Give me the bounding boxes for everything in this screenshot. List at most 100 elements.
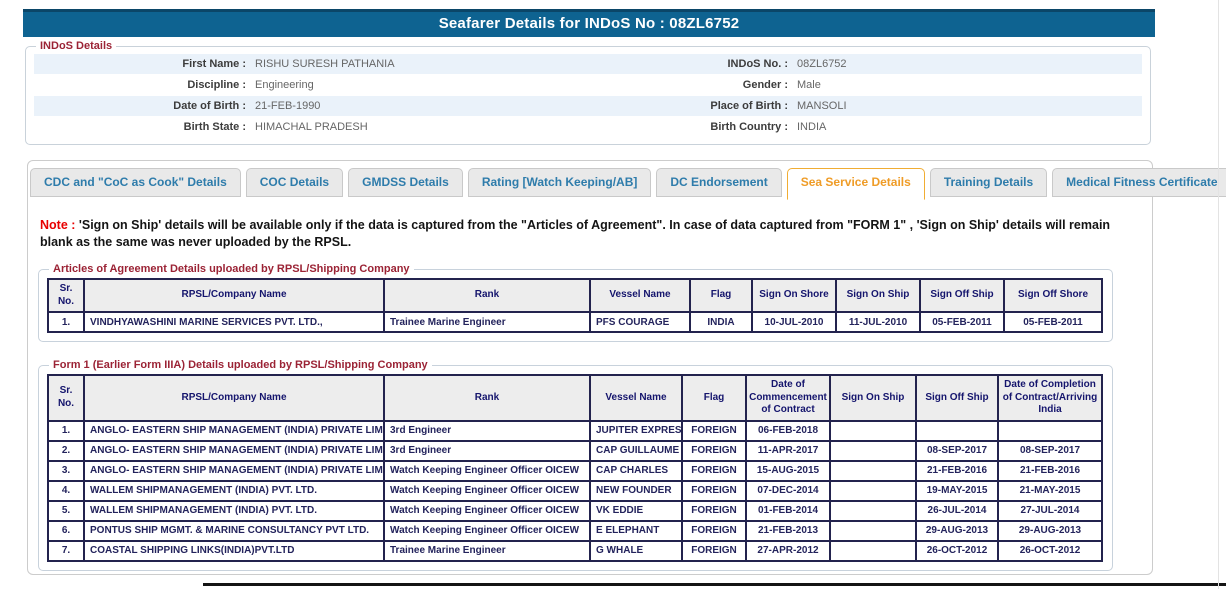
field-value: 21-FEB-1990 [255, 100, 321, 112]
field-row: Birth State : HIMACHAL PRADESH Birth Count… [34, 117, 1142, 137]
tab-content-panel: CDC and "CoC as Cook" Details COC Details… [27, 160, 1226, 575]
cell: FOREIGN [681, 439, 747, 462]
field-value: 08ZL6752 [797, 58, 847, 70]
page-title: Seafarer Details for INDoS No : 08ZL6752 [23, 9, 1155, 37]
column-header: Flag [689, 278, 753, 313]
indos-details-panel: INDoS Details First Name : RISHU SURESH P… [25, 40, 1151, 145]
table-row: 2. ANGLO- EASTERN SHIP MANAGEMENT (INDIA)… [47, 439, 1103, 462]
tab-sea-service-details[interactable]: Sea Service Details [786, 168, 925, 200]
articles-of-agreement-table: Sr. No. RPSL/Company Name Rank Vessel Name F… [47, 278, 1103, 333]
tab-gmdss-details[interactable]: GMDSS Details [348, 168, 463, 197]
cell: JUPITER EXPRESS [589, 419, 683, 442]
field-pair: First Name : RISHU SURESH PATHANIA [34, 58, 588, 70]
cell: 19-MAY-2015 [915, 479, 999, 502]
field-pair: Date of Birth : 21-FEB-1990 [34, 100, 588, 112]
cell: ANGLO- EASTERN SHIP MANAGEMENT (INDIA) P… [83, 459, 385, 482]
tab-dc-endorsement[interactable]: DC Endorsement [656, 168, 782, 197]
column-header: Sr. No. [47, 278, 85, 313]
cell: WALLEM SHIPMANAGEMENT (INDIA) PVT. LTD. [83, 499, 385, 522]
cell: 27-JUL-2014 [997, 499, 1103, 522]
column-header: Rank [383, 278, 591, 313]
articles-of-agreement-legend: Articles of Agreement Details uploaded b… [53, 263, 410, 275]
cell: 05-FEB-2011 [919, 311, 1005, 333]
page-right-edge [1218, 0, 1219, 589]
cell [829, 539, 917, 562]
cell: 3rd Engineer [383, 439, 591, 462]
cell [829, 419, 917, 442]
cell: Watch Keeping Engineer Officer OICEW [383, 479, 591, 502]
tab-rating-watch-keeping-ab[interactable]: Rating [Watch Keeping/AB] [467, 168, 652, 197]
field-value: HIMACHAL PRADESH [255, 121, 368, 133]
cell: 26-JUL-2014 [915, 499, 999, 522]
field-row: Discipline : Engineering Gender : Male [34, 75, 1142, 95]
cell: 29-AUG-2013 [915, 519, 999, 542]
cell: FOREIGN [681, 539, 747, 562]
cell: 10-JUL-2010 [751, 311, 837, 333]
cell: FOREIGN [681, 459, 747, 482]
cell: VINDHYAWASHINI MARINE SERVICES PVT. LTD.… [83, 311, 385, 333]
field-value: RISHU SURESH PATHANIA [255, 58, 395, 70]
field-row: First Name : RISHU SURESH PATHANIA INDoS N… [34, 54, 1142, 74]
cell: 26-OCT-2012 [915, 539, 999, 562]
cell: 3. [47, 459, 85, 482]
table-row: 4. WALLEM SHIPMANAGEMENT (INDIA) PVT. LTD… [47, 479, 1103, 502]
note-body: 'Sign on Ship' details will be available… [40, 218, 1111, 249]
table-row: 6. PONTUS SHIP MGMT. & MARINE CONSULTANCY… [47, 519, 1103, 542]
field-value: MANSOLI [797, 100, 847, 112]
field-pair: Discipline : Engineering [34, 79, 588, 91]
cell: 07-DEC-2014 [745, 479, 831, 502]
cell [829, 459, 917, 482]
column-header: Vessel Name [589, 278, 691, 313]
tab-medical-fitness-certificate[interactable]: Medical Fitness Certificate [1052, 168, 1226, 197]
column-header: Flag [681, 374, 747, 422]
cell: E ELEPHANT [589, 519, 683, 542]
cell: 05-FEB-2011 [1003, 311, 1103, 333]
cell: CAP CHARLES [589, 459, 683, 482]
field-pair: Gender : Male [588, 79, 1142, 91]
table-row: 5. WALLEM SHIPMANAGEMENT (INDIA) PVT. LTD… [47, 499, 1103, 522]
column-header: Sign Off Ship [919, 278, 1005, 313]
field-label: Discipline : [187, 79, 246, 91]
cell: Watch Keeping Engineer Officer OICEW [383, 499, 591, 522]
column-header: Sign On Shore [751, 278, 837, 313]
column-header: Sign On Ship [835, 278, 921, 313]
cell: PFS COURAGE [589, 311, 691, 333]
cell: PONTUS SHIP MGMT. & MARINE CONSULTANCY P… [83, 519, 385, 542]
cell: 21-FEB-2016 [915, 459, 999, 482]
cell: Watch Keeping Engineer Officer OICEW [383, 459, 591, 482]
form1-legend: Form 1 (Earlier Form IIIA) Details uploa… [53, 359, 428, 371]
cell [829, 479, 917, 502]
tab-bar: CDC and "CoC as Cook" Details COC Details… [30, 168, 1226, 200]
table-row: 1. ANGLO- EASTERN SHIP MANAGEMENT (INDIA)… [47, 419, 1103, 442]
header-row: Sr. No. RPSL/Company Name Rank Vessel Name F… [47, 374, 1103, 422]
cell: 1. [47, 311, 85, 333]
column-header: RPSL/Company Name [83, 278, 385, 313]
tab-coc-details[interactable]: COC Details [245, 168, 344, 197]
form1-groupbox: Form 1 (Earlier Form IIIA) Details uploa… [38, 359, 1113, 571]
cell [829, 499, 917, 522]
tab-training-details[interactable]: Training Details [929, 168, 1048, 197]
cell: 21-MAY-2015 [997, 479, 1103, 502]
column-header: Vessel Name [589, 374, 683, 422]
cell: ANGLO- EASTERN SHIP MANAGEMENT (INDIA) P… [83, 439, 385, 462]
cell: Trainee Marine Engineer [383, 539, 591, 562]
column-header: Date of Completion of Contract/Arriving … [997, 374, 1103, 422]
table-row: 1. VINDHYAWASHINI MARINE SERVICES PVT. LT… [47, 311, 1103, 333]
field-pair: Place of Birth : MANSOLI [588, 100, 1142, 112]
cell: 11-JUL-2010 [835, 311, 921, 333]
field-label: Gender : [742, 79, 788, 91]
cell: INDIA [689, 311, 753, 333]
cell [829, 439, 917, 462]
column-header: RPSL/Company Name [83, 374, 385, 422]
cell: 7. [47, 539, 85, 562]
cell: ANGLO- EASTERN SHIP MANAGEMENT (INDIA) P… [83, 419, 385, 442]
tab-cdc-and-coc-as-cook-details[interactable]: CDC and "CoC as Cook" Details [30, 168, 241, 197]
cell: 15-AUG-2015 [745, 459, 831, 482]
field-value: INDIA [797, 121, 827, 133]
field-pair: Birth Country : INDIA [588, 121, 1142, 133]
indos-rows: First Name : RISHU SURESH PATHANIA INDoS N… [34, 54, 1142, 137]
field-label: Birth Country : [710, 121, 788, 133]
column-header: Rank [383, 374, 591, 422]
cell: 5. [47, 499, 85, 522]
cell: G WHALE [589, 539, 683, 562]
